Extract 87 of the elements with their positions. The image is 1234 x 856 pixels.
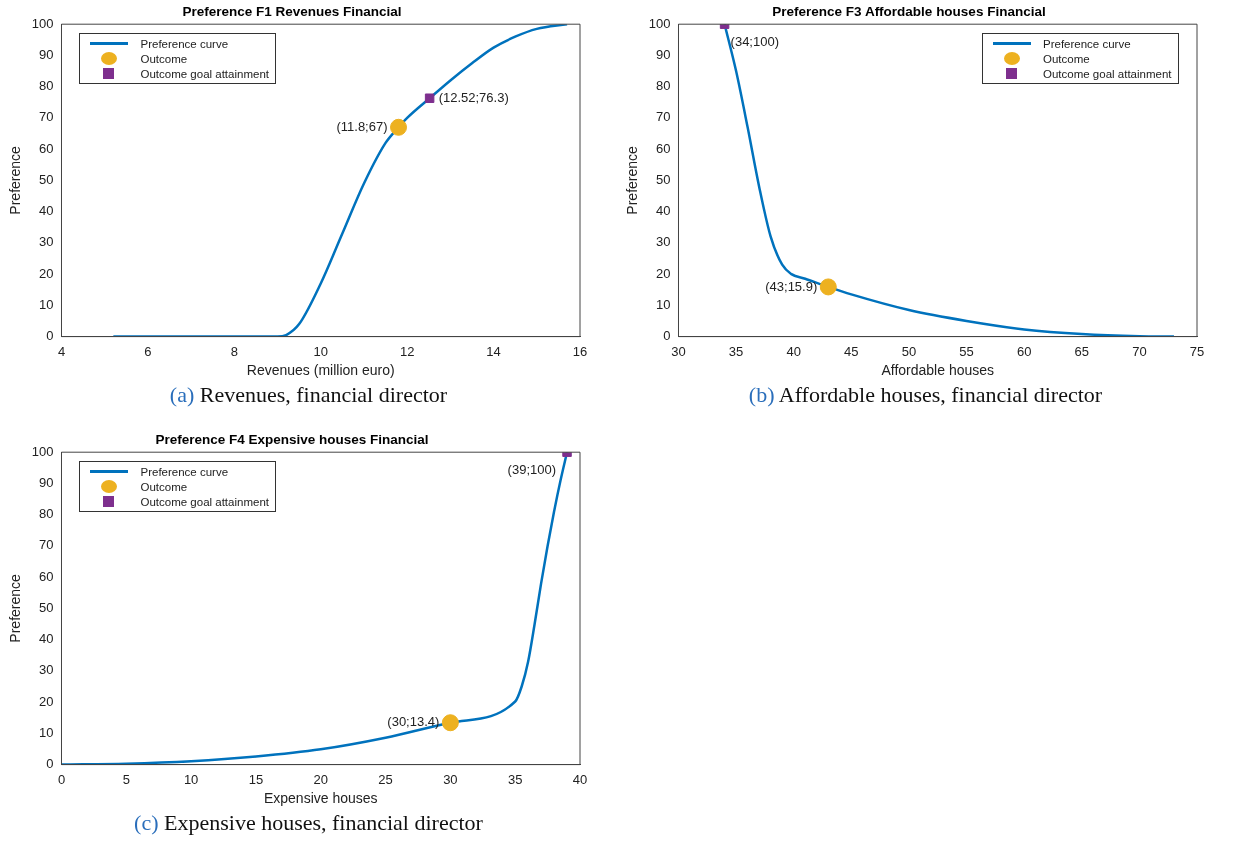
legend-label: Outcome <box>140 480 188 493</box>
legend-label: Outcome goal attainment <box>140 67 269 80</box>
annotation: (34;100) <box>730 33 779 49</box>
y-tick-label: 50 <box>39 599 54 615</box>
y-axis-title: Preference <box>7 573 24 643</box>
y-tick-label: 20 <box>39 693 54 709</box>
y-tick-label: 0 <box>663 328 671 344</box>
y-tick-label: 10 <box>39 296 54 312</box>
y-tick-label: 90 <box>656 47 671 63</box>
y-tick-label: 60 <box>39 140 54 156</box>
y-tick-label: 0 <box>46 756 54 772</box>
x-tick-label: 20 <box>313 771 328 787</box>
y-tick-label: 80 <box>39 506 54 522</box>
chart-title: Preference F3 Affordable houses Financial <box>772 3 1046 19</box>
y-axis-title: Preference <box>7 145 24 215</box>
y-tick-label: 60 <box>39 568 54 584</box>
y-tick-label: 100 <box>648 15 671 31</box>
text: (a) Revenues, financial director <box>168 382 449 408</box>
annotation: (11.8;67) <box>336 118 388 134</box>
annotation: (30;13.4) <box>387 714 440 730</box>
x-tick-label: 40 <box>786 343 801 359</box>
x-tick-label: 40 <box>572 771 588 787</box>
legend-label: Preference curve <box>140 37 229 50</box>
y-tick-label: 50 <box>39 171 54 187</box>
line-series <box>112 24 569 337</box>
x-tick-label: 70 <box>1132 343 1147 359</box>
x-axis-title: Expensive houses <box>263 790 378 807</box>
x-tick-label: 8 <box>230 343 238 359</box>
text: (c) Expensive houses, financial director <box>133 810 484 836</box>
chart-title: Preference F1 Revenues Financial <box>182 3 402 19</box>
x-tick-label: 25 <box>378 771 393 787</box>
y-tick-label: 20 <box>39 265 54 281</box>
x-tick-label: 4 <box>57 343 66 359</box>
legend-label: Outcome <box>140 52 188 65</box>
x-tick-label: 60 <box>1016 343 1032 359</box>
x-tick-label: 30 <box>443 771 458 787</box>
x-tick-label: 50 <box>901 343 917 359</box>
y-tick-label: 30 <box>39 662 54 678</box>
legend-label: Outcome goal attainment <box>140 495 269 508</box>
y-axis-title: Preference <box>624 145 641 215</box>
y-tick-label: 80 <box>656 78 671 94</box>
x-tick-label: 0 <box>57 771 66 787</box>
y-tick-label: 80 <box>39 78 54 94</box>
x-tick-label: 14 <box>486 343 501 359</box>
y-tick-label: 0 <box>46 328 54 344</box>
x-tick-label: 65 <box>1074 343 1090 359</box>
x-tick-label: 10 <box>313 343 328 359</box>
x-tick-label: 5 <box>122 771 130 787</box>
x-axis-title: Affordable houses <box>881 362 995 379</box>
y-tick-label: 70 <box>39 537 54 553</box>
x-tick-label: 35 <box>507 771 523 787</box>
legend-label: Outcome <box>1043 52 1090 65</box>
y-tick-label: 70 <box>39 109 54 125</box>
y-tick-label: 20 <box>656 265 671 281</box>
x-tick-label: 10 <box>183 771 199 787</box>
x-tick-label: 12 <box>399 343 415 359</box>
x-tick-label: 6 <box>144 343 152 359</box>
x-tick-label: 55 <box>959 343 974 359</box>
y-tick-label: 40 <box>656 203 671 219</box>
chart-title: Preference F4 Expensive houses Financial <box>155 431 429 447</box>
x-tick-label: 30 <box>671 343 686 359</box>
legend-label: Outcome goal attainment <box>1043 67 1172 80</box>
x-tick-label: 35 <box>728 343 744 359</box>
x-tick-label: 15 <box>248 771 264 787</box>
y-tick-label: 30 <box>39 234 54 250</box>
y-tick-label: 10 <box>39 724 54 740</box>
y-tick-label: 50 <box>656 171 671 187</box>
y-tick-label: 90 <box>39 475 54 491</box>
y-tick-label: 90 <box>39 47 54 63</box>
x-axis-title: Revenues (million euro) <box>246 362 395 379</box>
y-tick-label: 70 <box>656 109 671 125</box>
legend-label: Preference curve <box>140 465 229 478</box>
x-tick-label: 45 <box>844 343 859 359</box>
y-tick-label: 40 <box>39 631 54 647</box>
y-tick-label: 30 <box>656 234 671 250</box>
y-tick-label: 10 <box>656 296 671 312</box>
y-tick-label: 100 <box>31 15 54 31</box>
y-tick-label: 60 <box>656 140 671 156</box>
annotation: (39;100) <box>507 461 557 477</box>
x-tick-label: 75 <box>1189 343 1205 359</box>
annotation: (43;15.9) <box>765 278 818 294</box>
text: (b) Affordable houses, financial director <box>747 382 1104 408</box>
legend-label: Preference curve <box>1043 37 1131 50</box>
y-tick-label: 100 <box>31 443 54 459</box>
annotation: (12.52;76.3) <box>438 89 509 105</box>
x-tick-label: 16 <box>572 343 588 359</box>
y-tick-label: 40 <box>39 203 54 219</box>
